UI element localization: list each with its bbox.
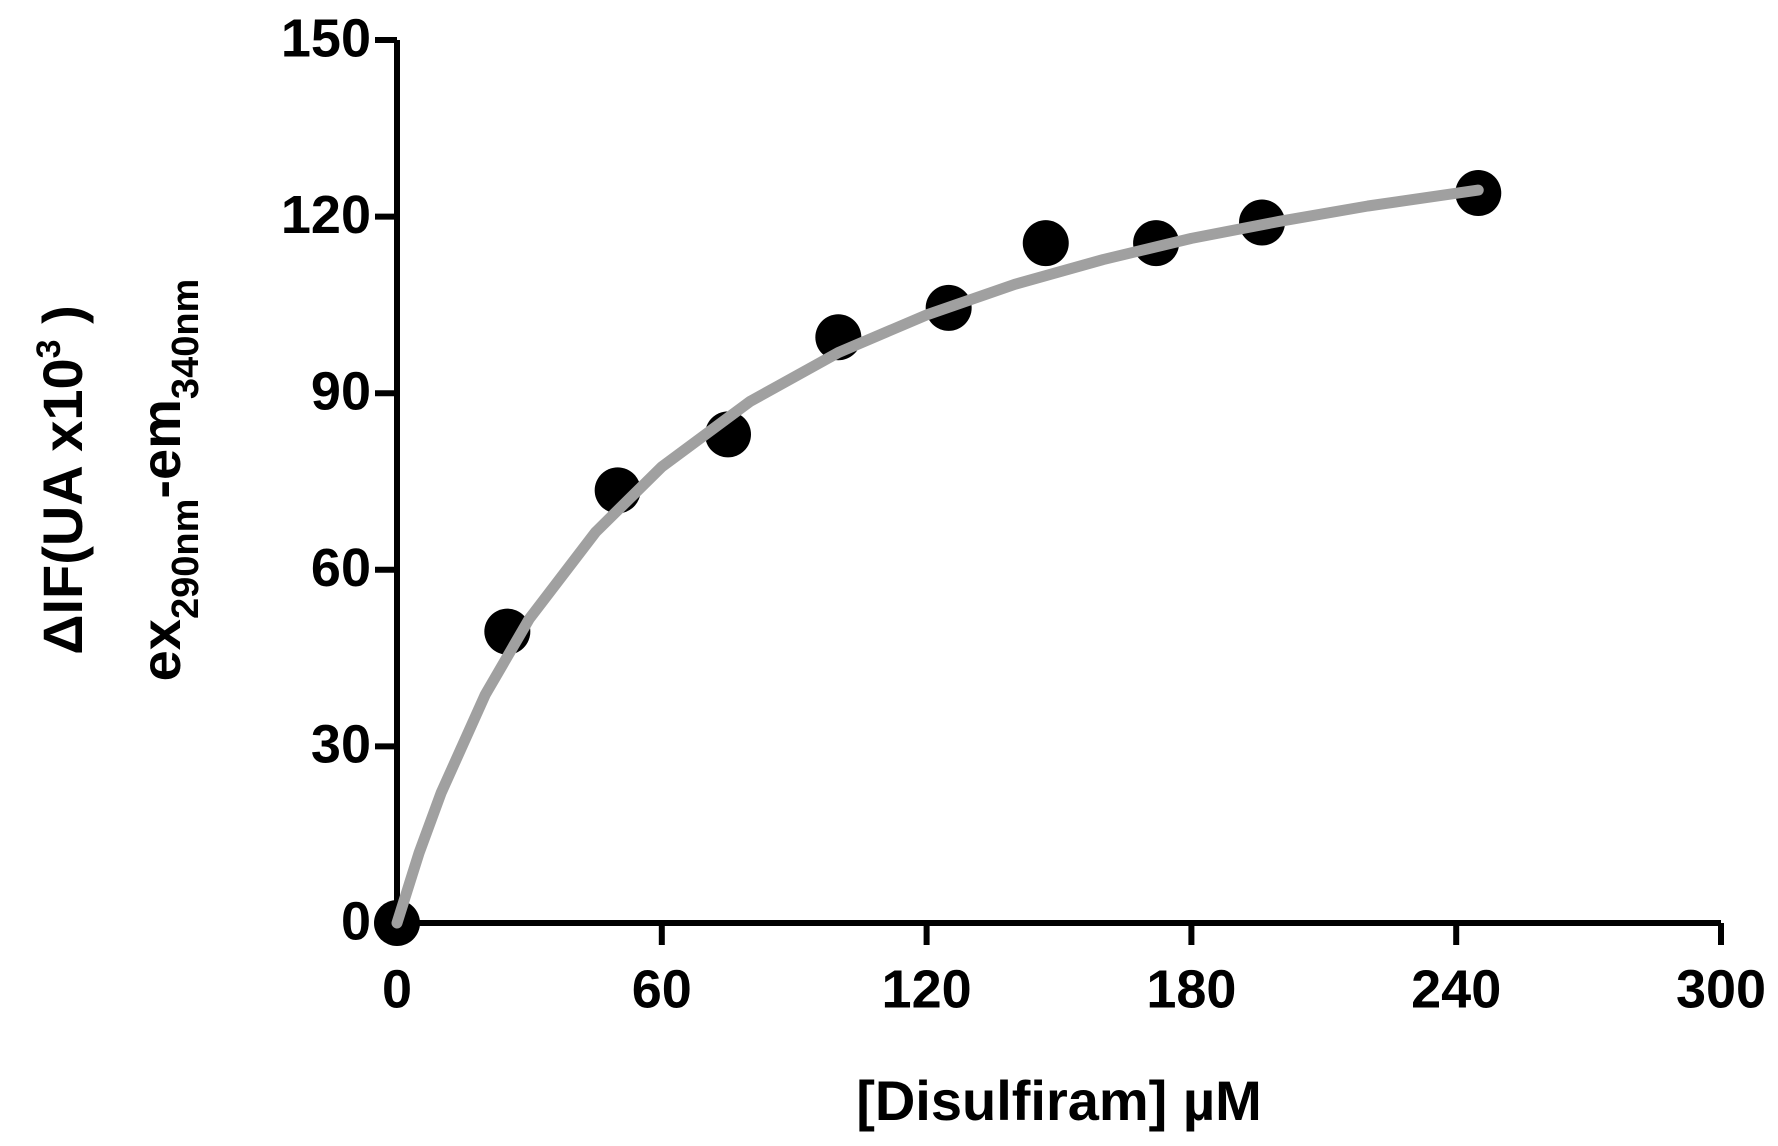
x-tick-label: 120 [882, 959, 972, 1019]
y-tick-label: 150 [281, 8, 371, 68]
y-tick-label: 30 [311, 715, 371, 775]
y-tick-label: 120 [281, 185, 371, 245]
x-tick-label: 0 [382, 959, 412, 1019]
y-tick-label: 0 [341, 891, 371, 951]
x-tick-label: 240 [1411, 959, 1501, 1019]
x-axis-label: [Disulfiram] µM [856, 1069, 1262, 1132]
y-label-part: ) [31, 305, 94, 339]
y-label-part: ΔIF(UA x10 [31, 358, 94, 654]
y-tick-label: 90 [311, 361, 371, 421]
data-point [1022, 220, 1069, 267]
fit-curve [391, 184, 1484, 929]
y-label-sub: 340nm [165, 279, 207, 399]
x-tick-label: 60 [632, 959, 692, 1019]
x-tick-label: 180 [1146, 959, 1236, 1019]
y-axis-label: ex290nm-em340nm [129, 279, 207, 682]
y-axis-label: ΔIF(UA x103 ) [30, 305, 94, 655]
x-tick-label: 300 [1676, 959, 1766, 1019]
y-label-sub: 290nm [165, 499, 207, 619]
y-tick-label: 60 [311, 538, 371, 598]
y-label-part: -em [129, 399, 192, 499]
y-label-part: ex [129, 619, 192, 681]
y-label-sup: 3 [30, 339, 68, 358]
